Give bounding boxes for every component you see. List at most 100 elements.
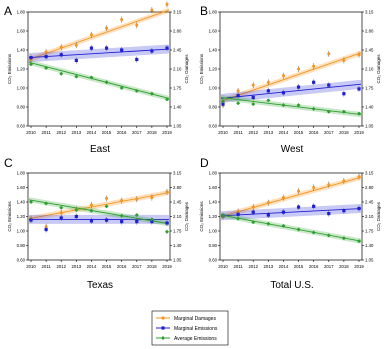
x-tick-label: 2019 (162, 130, 172, 135)
right-tick-label: 2.45 (173, 48, 182, 53)
right-tick-label: 1.40 (365, 243, 374, 248)
point-marginal-damages (74, 43, 78, 47)
x-tick-label: 2019 (354, 264, 364, 269)
right-tick-label: 2.45 (173, 200, 182, 205)
point-marginal-emissions (74, 214, 78, 219)
right-tick-label: 1.75 (173, 229, 182, 234)
point-average-emissions (251, 102, 256, 107)
point-average-emissions (74, 74, 79, 79)
fit-line-marginal-emissions (28, 48, 170, 59)
right-tick-label: 1.75 (173, 86, 182, 91)
left-axis-label: CO₂ Emissions (7, 201, 12, 232)
x-tick-label: 2011 (41, 264, 51, 269)
left-tick-label: 1.80 (209, 10, 218, 15)
x-tick-label: 2012 (56, 264, 66, 269)
point-marginal-emissions (120, 48, 124, 52)
right-tick-label: 3.15 (173, 10, 182, 15)
left-axis-label: CO₂ Emissions (199, 53, 204, 84)
fit-line-average-emissions (220, 97, 362, 116)
point-average-emissions (59, 71, 64, 76)
point-average-emissions (134, 213, 139, 218)
point-marginal-damages (312, 186, 316, 189)
x-tick-label: 2013 (72, 130, 82, 135)
point-marginal-emissions (251, 210, 255, 214)
right-axis-label: CO₂ Damages (184, 54, 189, 84)
x-tick-label: 2019 (162, 264, 172, 269)
x-tick-label: 2010 (218, 264, 228, 269)
point-average-emissions (266, 98, 271, 103)
x-tick-label: 2015 (294, 130, 304, 135)
point-marginal-damages (236, 89, 240, 93)
point-average-emissions (281, 223, 286, 228)
point-marginal-damages (89, 33, 93, 37)
x-tick-label: 2010 (218, 130, 228, 135)
fit-line-marginal-emissions (220, 83, 362, 99)
point-average-emissions (29, 62, 33, 67)
x-tick-label: 2014 (279, 130, 289, 135)
point-marginal-emissions (120, 219, 124, 224)
point-marginal-damages (266, 80, 270, 84)
point-marginal-emissions (312, 204, 316, 208)
point-average-emissions (165, 97, 169, 102)
point-average-emissions (341, 109, 346, 114)
point-marginal-emissions (236, 94, 240, 98)
point-average-emissions (311, 230, 316, 235)
left-tick-label: 1.00 (209, 86, 218, 91)
point-marginal-damages (105, 196, 109, 200)
panel-d: D 0.60 0.80 1.00 1.20 1.40 1.60 1.80 1.05 1.40 1.7… (199, 156, 381, 291)
fit-line-average-emissions (28, 199, 170, 225)
x-tick-label: 2015 (294, 264, 304, 269)
left-tick-label: 0.60 (209, 124, 218, 129)
left-tick-label: 1.00 (17, 229, 26, 234)
right-tick-label: 1.75 (365, 229, 374, 234)
point-marginal-emissions (266, 213, 270, 217)
point-average-emissions (134, 88, 139, 93)
fit-line-marginal-damages (28, 192, 170, 220)
panel-c: C 0.60 0.80 1.00 1.20 1.40 1.60 1.80 1.05 1.40 1.7… (4, 156, 189, 291)
point-average-emissions (74, 207, 79, 212)
point-marginal-emissions (296, 205, 301, 209)
left-tick-label: 1.00 (17, 86, 26, 91)
left-tick-label: 0.80 (17, 243, 26, 248)
point-marginal-damages (312, 64, 316, 68)
point-average-emissions (89, 208, 94, 213)
legend-entry: Marginal Damages (174, 316, 216, 322)
x-tick-label: 2011 (233, 264, 243, 269)
x-tick-label: 2013 (264, 130, 274, 135)
point-marginal-emissions (44, 55, 48, 59)
x-tick-label: 2017 (132, 264, 142, 269)
fit-line-average-emissions (220, 214, 362, 242)
right-tick-label: 2.45 (365, 200, 374, 205)
x-tick-label: 2010 (26, 264, 36, 269)
left-tick-label: 0.80 (17, 105, 26, 110)
point-marginal-emissions (357, 87, 361, 91)
point-marginal-emissions (296, 85, 301, 89)
point-average-emissions (326, 233, 331, 238)
point-marginal-emissions (44, 227, 48, 232)
panel-title: Total U.S. (270, 280, 313, 291)
fit-line-marginal-damages (220, 176, 362, 217)
right-tick-label: 1.05 (173, 124, 182, 129)
point-average-emissions (266, 221, 271, 226)
x-tick-label: 2011 (233, 130, 243, 135)
right-tick-label: 2.10 (173, 67, 182, 72)
right-axis-label: CO₂ Damages (376, 54, 381, 84)
left-tick-label: 1.20 (17, 67, 26, 72)
x-tick-label: 2014 (87, 264, 97, 269)
point-average-emissions (311, 106, 316, 111)
point-average-emissions (104, 80, 109, 85)
right-axis-label: CO₂ Damages (376, 201, 381, 231)
point-marginal-damages (297, 189, 301, 193)
point-average-emissions (44, 201, 49, 206)
point-marginal-damages (266, 201, 270, 205)
legend-marker-circle (161, 316, 165, 320)
right-axis-label: CO₂ Damages (184, 201, 189, 231)
left-tick-label: 1.60 (17, 29, 26, 34)
point-marginal-emissions (357, 206, 361, 211)
point-marginal-damages (357, 175, 361, 179)
point-average-emissions (149, 91, 154, 96)
point-marginal-emissions (281, 91, 286, 95)
left-tick-label: 1.20 (17, 214, 26, 219)
plot-frame (219, 11, 363, 127)
point-marginal-damages (150, 8, 154, 12)
